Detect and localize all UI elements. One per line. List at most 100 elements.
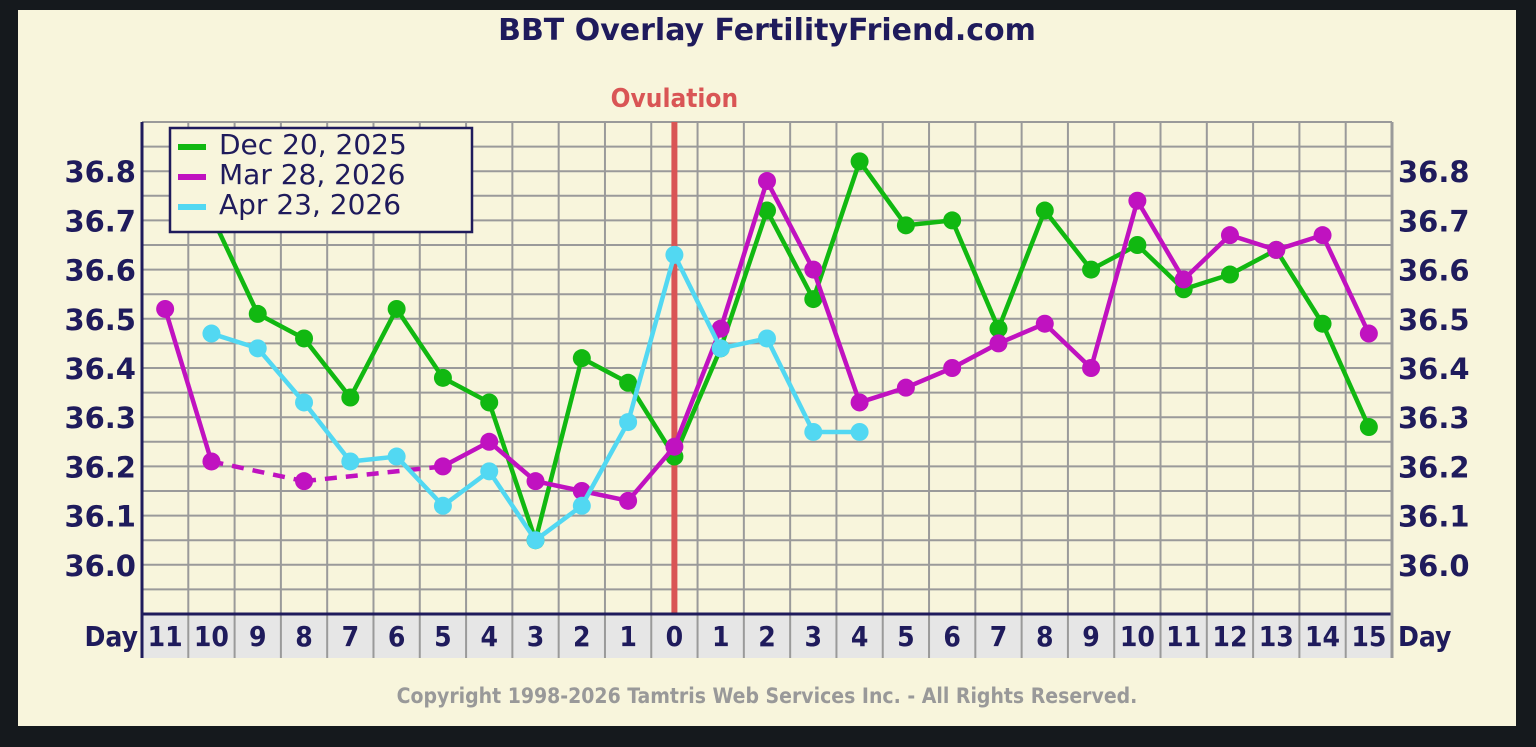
x-axis-band bbox=[142, 614, 1392, 658]
y-tick-label-right: 36.4 bbox=[1398, 352, 1470, 386]
y-tick-label-right: 36.8 bbox=[1398, 155, 1470, 189]
y-tick-label-left: 36.0 bbox=[64, 549, 136, 583]
legend-label: Mar 28, 2026 bbox=[219, 158, 405, 191]
data-point bbox=[1220, 226, 1239, 245]
series-line-segment bbox=[950, 219, 1001, 330]
series-dashed-segment bbox=[210, 459, 305, 484]
y-tick-label-left: 36.4 bbox=[64, 352, 136, 386]
x-tick-label: 10 bbox=[1120, 620, 1155, 653]
series-group bbox=[156, 152, 1378, 550]
series-line-segment bbox=[626, 445, 677, 503]
x-tick-label: 2 bbox=[573, 620, 591, 653]
data-point bbox=[850, 393, 869, 412]
data-point bbox=[1082, 359, 1101, 377]
data-point bbox=[1220, 265, 1239, 284]
x-tick-label: 10 bbox=[194, 620, 229, 653]
series-line-segment bbox=[533, 357, 584, 541]
data-point bbox=[896, 216, 915, 235]
data-point bbox=[341, 452, 360, 471]
data-point bbox=[850, 152, 869, 171]
ovulation-label: Ovulation bbox=[611, 84, 739, 114]
series-line-segment bbox=[1088, 200, 1140, 369]
x-tick-label: 4 bbox=[480, 620, 498, 653]
y-tick-label-right: 36.0 bbox=[1398, 549, 1470, 583]
series-1 bbox=[202, 152, 1378, 550]
series-line-segment bbox=[625, 254, 677, 423]
x-tick-label: 7 bbox=[342, 620, 360, 653]
series-line-segment bbox=[302, 337, 353, 399]
y-tick-label-left: 36.7 bbox=[64, 204, 136, 238]
data-point bbox=[758, 172, 776, 191]
data-point bbox=[1035, 201, 1054, 220]
x-axis-label-right: Day bbox=[1398, 620, 1451, 653]
series-line-segment bbox=[487, 470, 538, 542]
chart-panel: BBT Overlay FertilityFriend.com Ovulatio… bbox=[18, 10, 1516, 726]
data-point bbox=[1035, 314, 1054, 333]
data-point bbox=[758, 201, 776, 220]
series-line-segment bbox=[765, 209, 816, 301]
series-line-segment bbox=[857, 160, 908, 227]
y-tick-label-left: 36.5 bbox=[64, 303, 136, 337]
data-point bbox=[804, 422, 823, 441]
data-point bbox=[804, 260, 823, 279]
series-line-segment bbox=[996, 209, 1047, 330]
data-point bbox=[619, 491, 638, 510]
data-point bbox=[711, 339, 730, 358]
series-line-segment bbox=[579, 421, 631, 507]
series-line-segment bbox=[487, 401, 538, 541]
data-point bbox=[989, 319, 1008, 338]
y-tick-label-left: 36.6 bbox=[64, 254, 136, 288]
x-tick-label: 9 bbox=[249, 620, 267, 653]
series-line-segment bbox=[765, 179, 816, 271]
x-tick-label: 1 bbox=[619, 620, 637, 653]
data-point bbox=[526, 531, 545, 550]
data-point bbox=[156, 299, 175, 318]
series-line-segment bbox=[394, 307, 445, 380]
data-point bbox=[341, 388, 360, 407]
data-point bbox=[804, 290, 823, 309]
data-point bbox=[665, 245, 684, 264]
x-tick-label: 12 bbox=[1212, 620, 1247, 653]
series-line-segment bbox=[1320, 234, 1371, 335]
y-tick-label-right: 36.3 bbox=[1398, 401, 1470, 435]
series-line-segment bbox=[672, 347, 723, 458]
data-point bbox=[619, 373, 638, 392]
series-dashed-segment bbox=[303, 464, 444, 484]
x-tick-label: 6 bbox=[388, 620, 406, 653]
data-point bbox=[202, 324, 221, 343]
x-tick-label: 0 bbox=[666, 620, 684, 653]
y-tick-label-left: 36.3 bbox=[64, 401, 136, 435]
x-tick-label: 9 bbox=[1082, 620, 1100, 653]
x-tick-label: 8 bbox=[1036, 620, 1054, 653]
data-point bbox=[1082, 260, 1101, 279]
series-line-segment bbox=[534, 503, 584, 543]
series-line-segment bbox=[811, 160, 862, 300]
x-tick-label: 6 bbox=[943, 620, 961, 653]
y-tick-label-right: 36.5 bbox=[1398, 303, 1470, 337]
data-point bbox=[387, 447, 406, 466]
data-point bbox=[526, 472, 545, 491]
series-line-segment bbox=[718, 180, 770, 330]
x-tick-label: 7 bbox=[990, 620, 1008, 653]
legend-label: Apr 23, 2026 bbox=[219, 188, 401, 221]
series-line-segment bbox=[1135, 199, 1186, 281]
data-point bbox=[665, 437, 684, 456]
x-axis-label-left: Day bbox=[85, 620, 138, 653]
data-point bbox=[758, 329, 776, 348]
data-point bbox=[480, 462, 499, 481]
x-tick-label: 5 bbox=[897, 620, 915, 653]
data-point bbox=[480, 393, 499, 412]
series-line-segment bbox=[764, 337, 816, 433]
data-point bbox=[1313, 226, 1332, 245]
x-tick-label: 14 bbox=[1305, 620, 1340, 653]
data-point bbox=[295, 472, 314, 491]
x-tick-label: 8 bbox=[295, 620, 313, 653]
data-point bbox=[989, 334, 1008, 353]
data-point bbox=[202, 452, 221, 471]
data-point bbox=[1128, 191, 1147, 210]
data-point bbox=[387, 299, 406, 318]
data-point bbox=[295, 329, 314, 348]
data-point bbox=[248, 339, 267, 358]
y-tick-label-left: 36.1 bbox=[64, 500, 136, 534]
series-line-segment bbox=[441, 469, 491, 508]
